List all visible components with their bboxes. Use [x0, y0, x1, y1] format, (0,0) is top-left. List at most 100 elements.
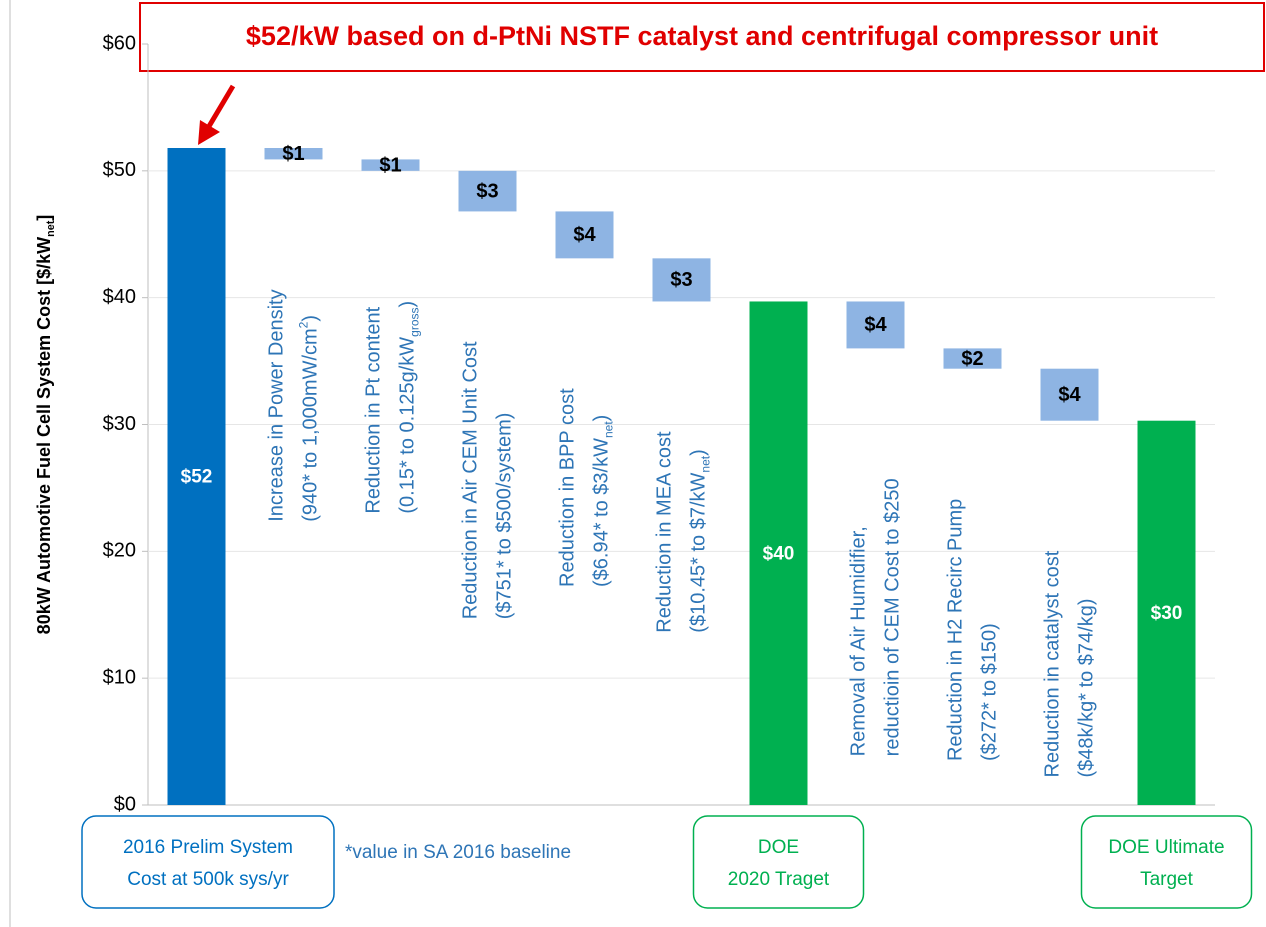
category-label: ($48k/kg* to $74/kg) [1076, 598, 1098, 777]
y-axis-label: 80kW Automotive Fuel Cell System Cost [$… [34, 215, 57, 635]
text-part: Reduction in H2 Recirc Pump [945, 499, 967, 761]
bar [458, 170, 517, 212]
text-part: Reduction in catalyst cost [1042, 550, 1064, 777]
category-label: DOE Ultimate [1108, 837, 1224, 858]
y-tick-label: $10 [103, 666, 136, 688]
category-label-group: Reduction in H2 Recirc Pump ($272* to $15… [945, 499, 1001, 761]
value-label: $40 [763, 543, 795, 564]
text-part: Reduction in Pt content [363, 306, 385, 513]
category-label: reductioin of CEM Cost to $250 [882, 478, 904, 756]
text-part: Reduction in MEA cost [654, 431, 676, 633]
category-label-group: Removal of Air Humidifier, reductioin of … [848, 478, 904, 756]
superscript: 2 [297, 321, 311, 328]
note: *value in SA 2016 baseline [345, 842, 571, 863]
text-part: ] [34, 215, 54, 221]
title-box [139, 2, 1265, 72]
arrow [198, 84, 236, 145]
bar [361, 159, 420, 171]
bar [749, 301, 808, 805]
y-tick-label: $50 [103, 159, 136, 181]
category-label: Reduction in BPP cost [557, 388, 579, 587]
value-label: $1 [282, 143, 304, 165]
text-part: 2020 Traget [728, 869, 830, 890]
bar [167, 148, 226, 806]
text-part: (0.15* to 0.125g/kW [397, 337, 419, 514]
text-part: ) [397, 301, 419, 308]
text-part: 2016 Prelim System [123, 837, 293, 858]
text-part: DOE Ultimate [1108, 837, 1224, 858]
category-label: DOE [758, 837, 799, 858]
category-label: Reduction in catalyst cost [1042, 550, 1064, 777]
text-part: DOE [758, 837, 799, 858]
category-label-group: Reduction in MEA cost ($10.45* to $7/kWne… [654, 431, 713, 633]
text-part: 80kW Automotive Fuel Cell System Cost [$… [34, 237, 54, 634]
subscript: net [602, 421, 616, 438]
category-label: ($10.45* to $7/kWnet) [688, 449, 713, 632]
category-box [1080, 815, 1253, 909]
subscript: gross [408, 308, 422, 337]
text-part: ) [591, 415, 613, 422]
category-label: 2020 Traget [728, 869, 830, 890]
value-label: $2 [961, 348, 983, 370]
category-label: Reduction in Pt content [363, 306, 385, 513]
text-part: ) [688, 449, 710, 456]
category-label: (940* to 1,000mW/cm2) [297, 315, 322, 522]
bar [652, 258, 711, 302]
category-label: Removal of Air Humidifier, [848, 526, 870, 756]
category-label: ($272* to $150) [979, 623, 1001, 761]
text-part: ($6.94* to $3/kW [591, 438, 613, 587]
category-label: Target [1140, 869, 1194, 890]
category-label: Reduction in H2 Recirc Pump [945, 499, 967, 761]
category-label-group: Reduction in Pt content (0.15* to 0.125g/… [363, 301, 422, 514]
bar [555, 211, 614, 259]
value-label: $4 [573, 224, 596, 246]
value-label: $3 [670, 269, 692, 291]
value-label: $4 [1058, 384, 1081, 406]
bar [846, 301, 905, 349]
value-label: $30 [1151, 603, 1183, 624]
value-label: $3 [476, 180, 498, 202]
y-tick-label: $60 [103, 32, 136, 54]
category-label: Reduction in MEA cost [654, 431, 676, 633]
y-tick-label: $40 [103, 286, 136, 308]
category-label: 2016 Prelim System [123, 837, 293, 858]
category-label-group: Reduction in Air CEM Unit Cost ($751* to … [460, 341, 516, 619]
text-part: Increase in Power Density [266, 289, 288, 521]
category-label-group: Reduction in BPP cost ($6.94* to $3/kWnet… [557, 388, 616, 587]
category-box [81, 815, 335, 909]
bar [264, 148, 323, 160]
category-box [692, 815, 865, 909]
value-label: $1 [379, 154, 401, 176]
category-label-group: Increase in Power Density (940* to 1,000m… [266, 289, 322, 521]
category-label: Reduction in Air CEM Unit Cost [460, 341, 482, 619]
text-part: reductioin of CEM Cost to $250 [882, 478, 904, 756]
subscript: net [699, 455, 713, 472]
text-part: Removal of Air Humidifier, [848, 526, 870, 756]
text-part: Reduction in BPP cost [557, 388, 579, 587]
chart-title: $52/kW based on d-PtNi NSTF catalyst and… [246, 21, 1158, 51]
category-label: Cost at 500k sys/yr [127, 869, 289, 890]
category-label: ($751* to $500/system) [494, 413, 516, 620]
text-part: ) [300, 315, 322, 322]
value-label: $52 [181, 467, 213, 488]
bar [1137, 420, 1196, 805]
text-part: (940* to 1,000mW/cm [300, 328, 322, 521]
y-tick-label: $30 [103, 413, 136, 435]
bar [943, 348, 1002, 369]
category-label-group: Reduction in catalyst cost ($48k/kg* to $… [1042, 550, 1098, 777]
category-label: ($6.94* to $3/kWnet) [591, 415, 616, 587]
category-label: Increase in Power Density [266, 289, 288, 521]
text-part: Target [1140, 869, 1194, 890]
value-label: $4 [864, 314, 887, 336]
text-part: ($751* to $500/system) [494, 413, 516, 620]
y-tick-label: $0 [114, 793, 136, 815]
text-part: Cost at 500k sys/yr [127, 869, 289, 890]
subscript: net [45, 220, 57, 237]
bar [1040, 368, 1099, 421]
y-tick-label: $20 [103, 540, 136, 562]
text-part: ($48k/kg* to $74/kg) [1076, 598, 1098, 777]
text-part: Reduction in Air CEM Unit Cost [460, 341, 482, 619]
text-part: ($272* to $150) [979, 623, 1001, 761]
category-label: (0.15* to 0.125g/kWgross) [397, 301, 422, 514]
